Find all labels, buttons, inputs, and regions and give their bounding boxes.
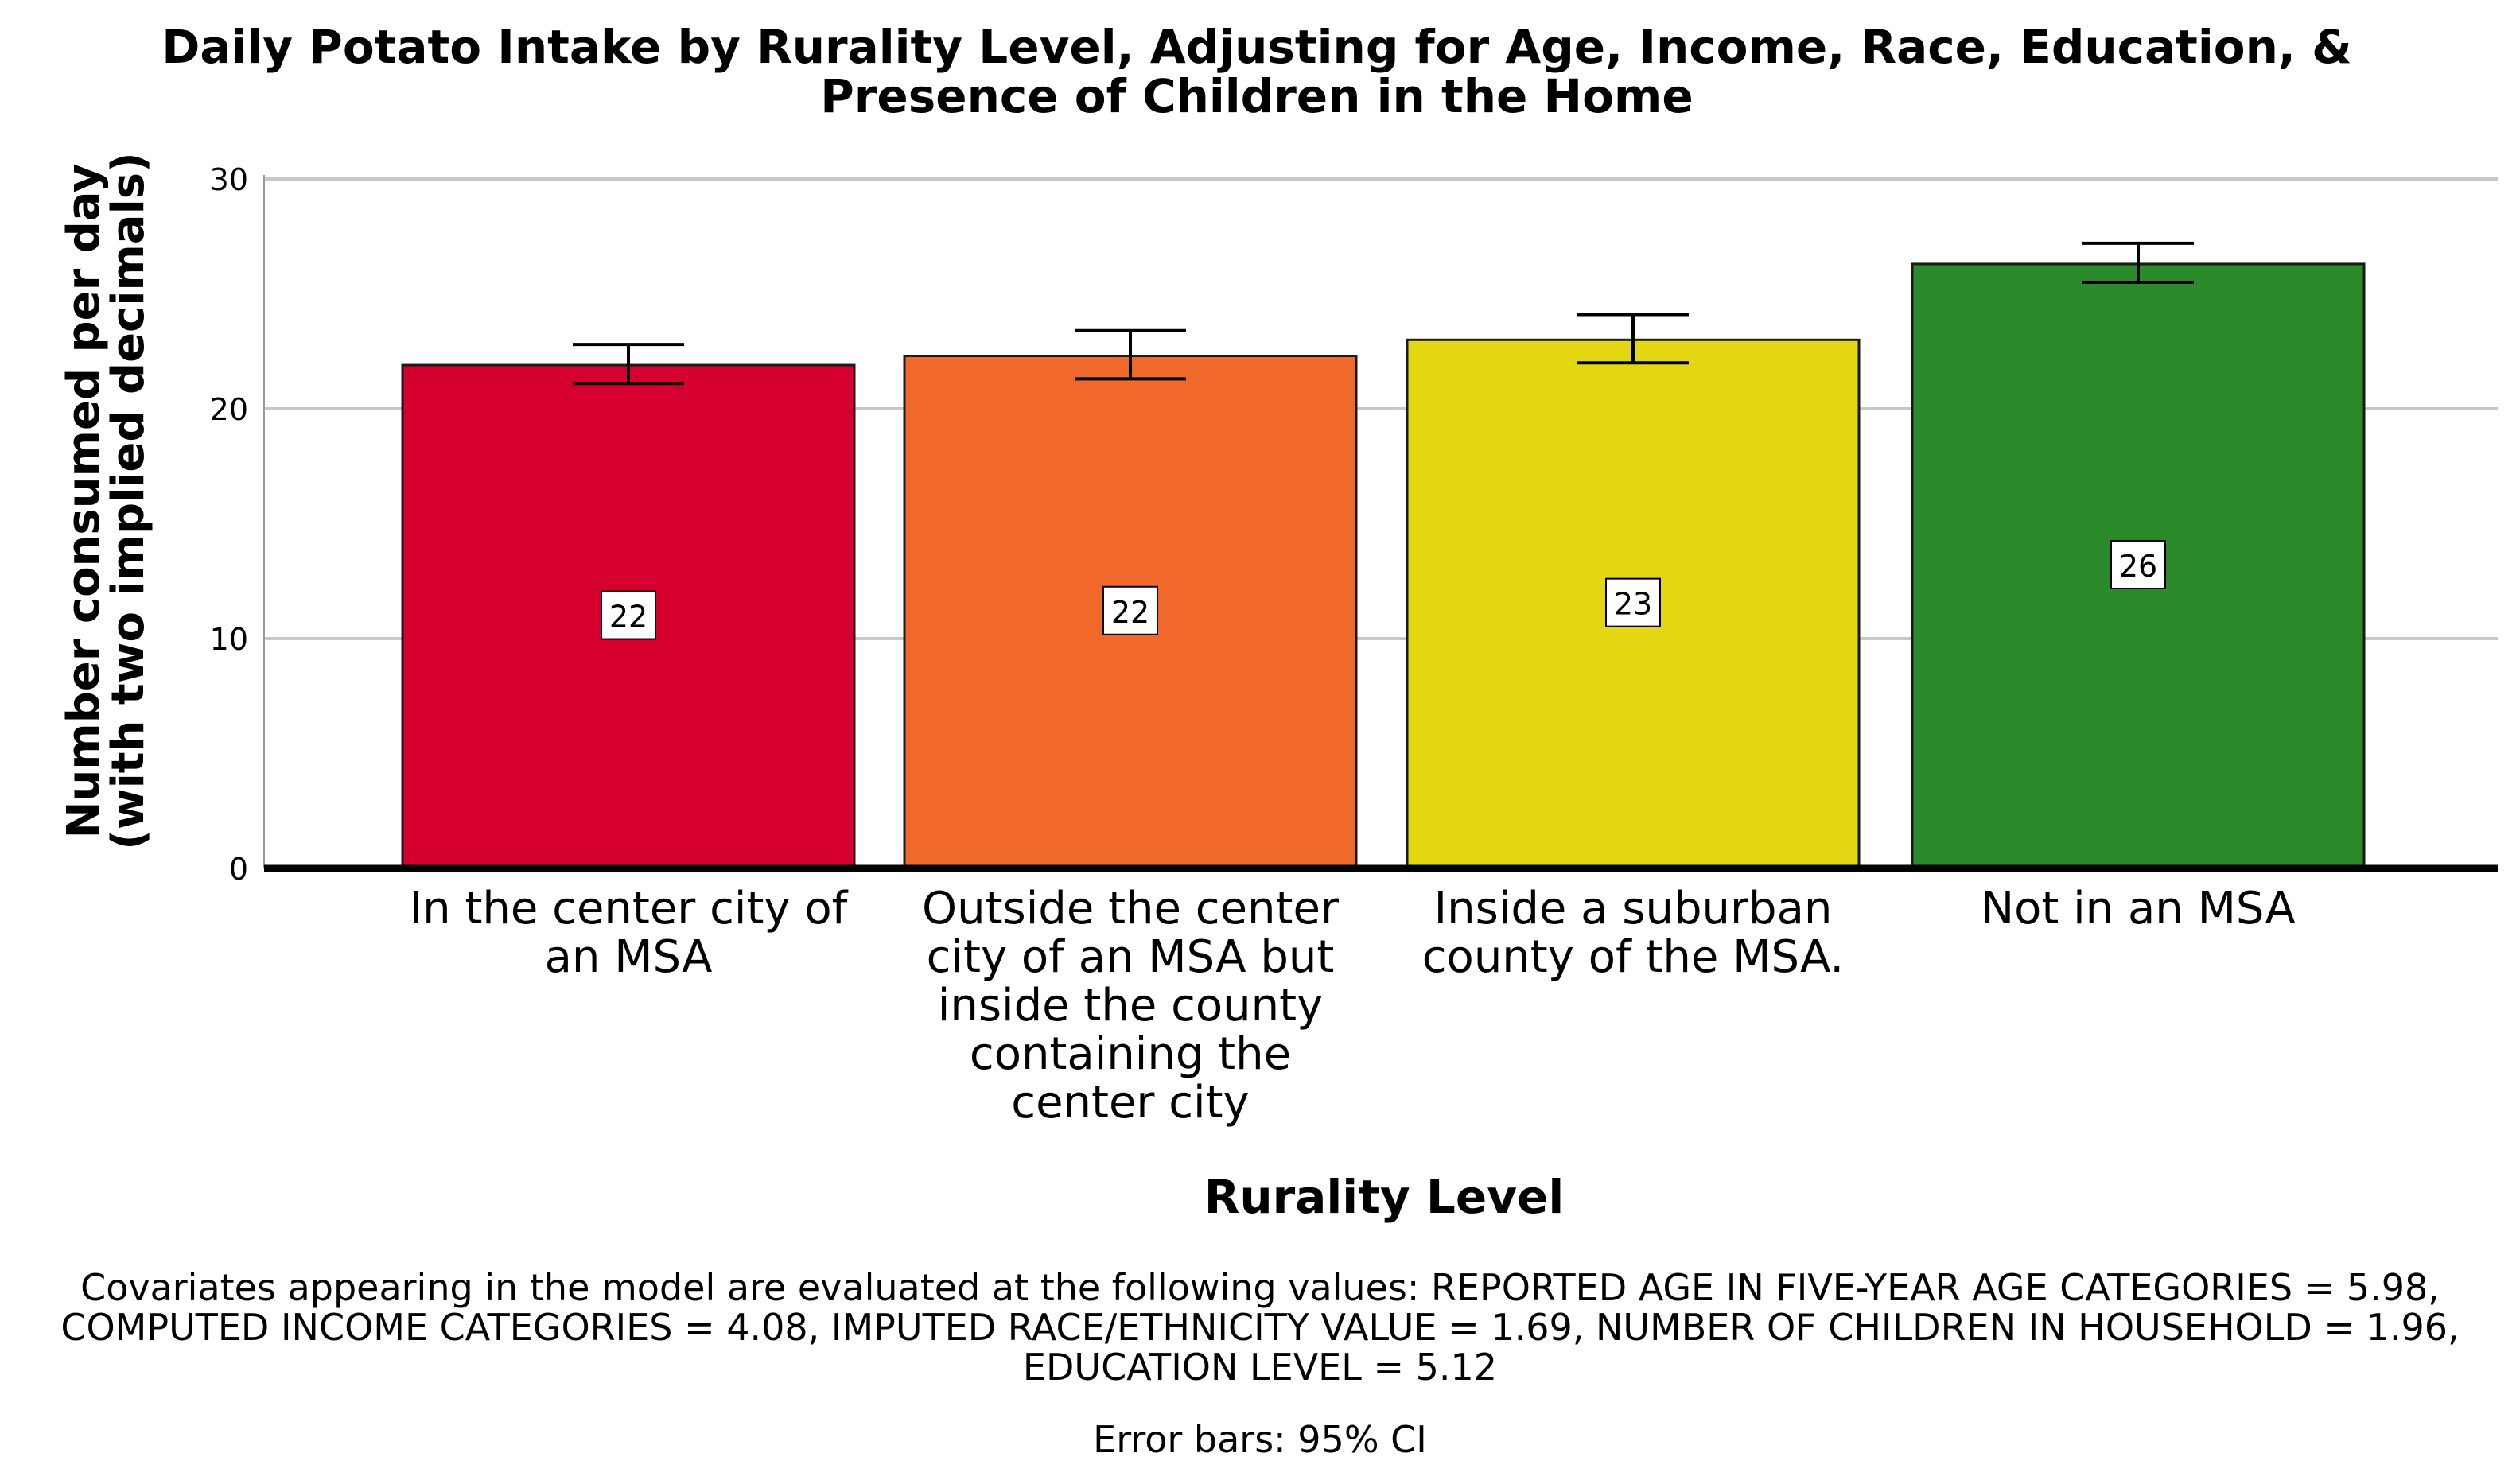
category-label-suburban-county: Inside a suburban county of the MSA. bbox=[1421, 883, 1845, 983]
x-axis-title: Rurality Level bbox=[1204, 1170, 1565, 1224]
covariates-footnote: Covariates appearing in the model are ev… bbox=[60, 1266, 2460, 1389]
y-tick-label: 0 bbox=[229, 852, 248, 887]
data-label: 23 bbox=[1614, 587, 1652, 622]
category-label-outside-center-city: Outside the center city of an MSA but in… bbox=[922, 883, 1339, 1129]
data-label-box bbox=[601, 590, 656, 640]
category-label-center-city: In the center city of an MSA bbox=[409, 883, 848, 983]
category-label-not-in-msa: Not in an MSA bbox=[1981, 883, 2296, 934]
y-tick-label: 10 bbox=[210, 622, 248, 657]
y-axis-title: Number consumed per day (with two implie… bbox=[58, 152, 154, 850]
data-label-box bbox=[2110, 539, 2166, 589]
data-label-box bbox=[1605, 577, 1661, 627]
chart-title: Daily Potato Intake by Rurality Level, A… bbox=[161, 20, 2352, 123]
data-label-box bbox=[1102, 585, 1158, 635]
y-tick-label: 20 bbox=[210, 392, 248, 427]
data-label: 22 bbox=[609, 600, 648, 635]
y-tick-label: 30 bbox=[210, 162, 248, 197]
data-label: 22 bbox=[1111, 595, 1149, 630]
data-label: 26 bbox=[2119, 549, 2157, 584]
error-bars-footnote: Error bars: 95% CI bbox=[1093, 1418, 1427, 1461]
